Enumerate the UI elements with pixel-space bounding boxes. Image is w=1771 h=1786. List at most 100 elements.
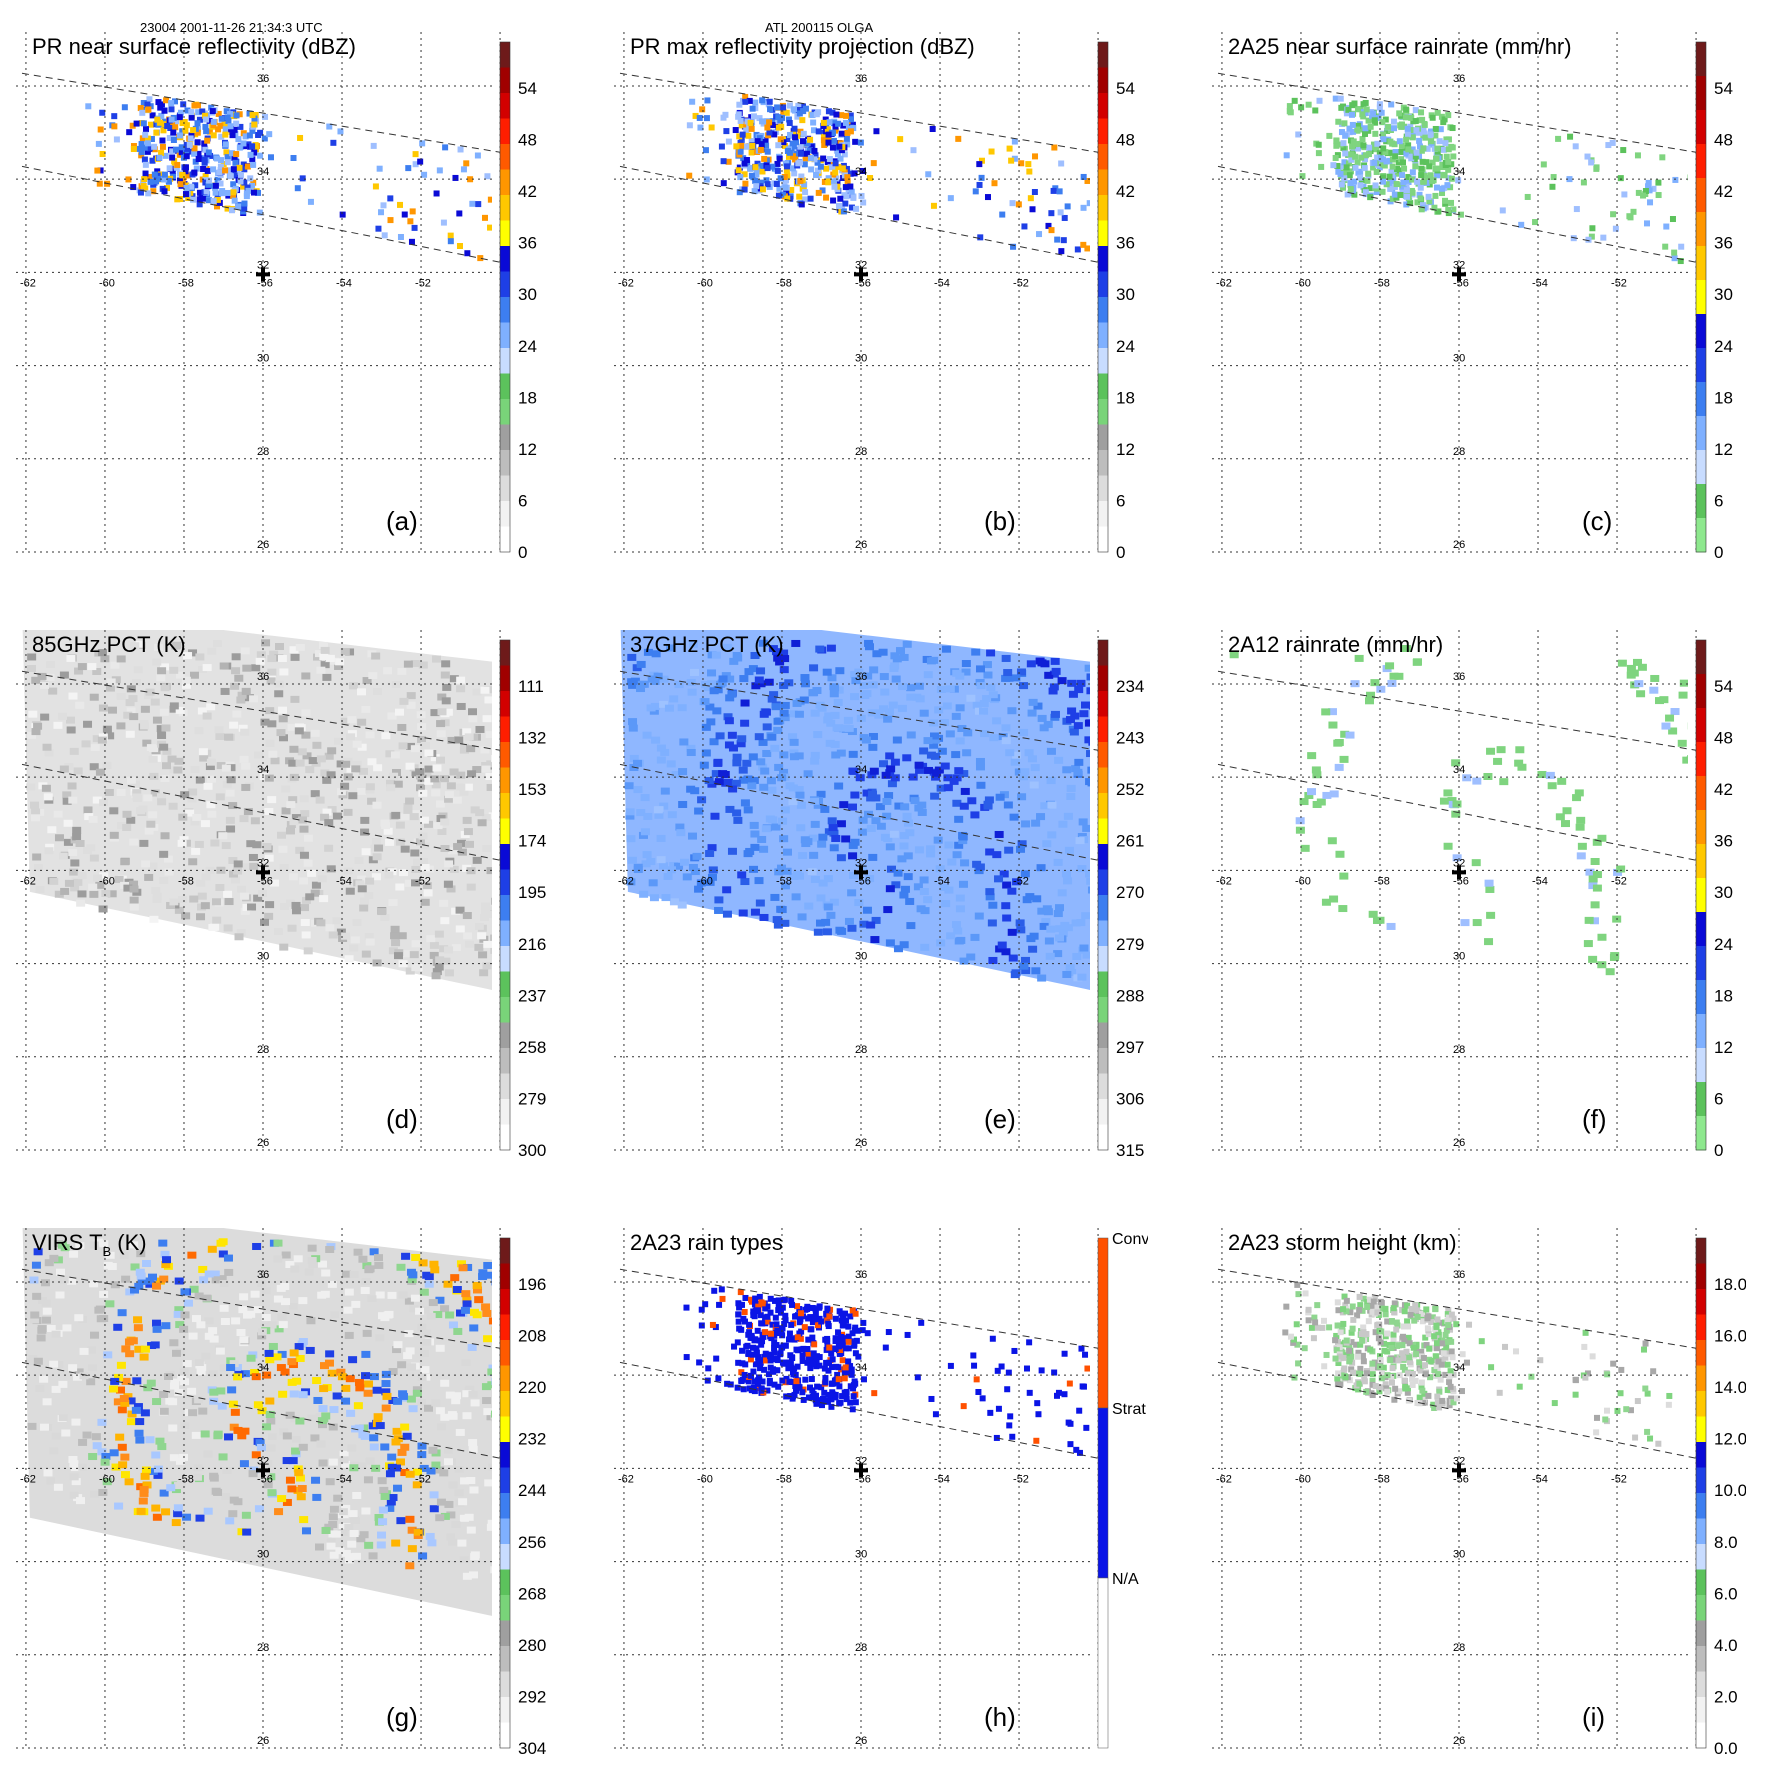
lon-tick-label: -52: [1013, 875, 1029, 887]
lat-tick-label: 34: [1453, 764, 1465, 776]
colorbar-segment: [1696, 144, 1706, 179]
colorbar-segment: [500, 68, 510, 94]
colorbar-segment: [1098, 144, 1108, 170]
lon-tick-label: -54: [336, 1473, 352, 1485]
colorbar-tick-label: 18: [1714, 986, 1733, 1005]
lat-tick-label: 30: [1453, 353, 1465, 365]
lon-tick-label: -62: [20, 875, 36, 887]
colorbar-tick-label: 10.0: [1714, 1481, 1746, 1500]
colorbar-segment: [1696, 1468, 1706, 1494]
data-field: [1282, 1282, 1698, 1459]
panel-letter: (g): [386, 1702, 418, 1732]
colorbar-segment: [1098, 921, 1108, 947]
colorbar-segment: [1098, 972, 1108, 998]
colorbar-tick-label: 12: [1116, 440, 1135, 459]
colorbar-tick-label: 12: [518, 440, 537, 459]
colorbar-segment: [1696, 178, 1706, 213]
colorbar-segment: [500, 170, 510, 196]
colorbar-tick-label: 195: [518, 883, 546, 902]
lon-tick-label: -52: [415, 1473, 431, 1485]
colorbar-tick-label: 4.0: [1714, 1636, 1738, 1655]
colorbar-segment: [1696, 912, 1706, 947]
lat-tick-label: 26: [855, 1137, 867, 1149]
lat-tick-label: 34: [855, 764, 867, 776]
colorbar-tick-label: 54: [518, 79, 537, 98]
colorbar-category-label: Conv: [1112, 1231, 1148, 1248]
colorbar-segment: [500, 895, 510, 921]
panel-letter: (f): [1582, 1104, 1607, 1134]
colorbar-segment: [500, 1570, 510, 1596]
lon-tick-label: -54: [1532, 277, 1548, 289]
colorbar-segment: [1696, 878, 1706, 913]
colorbar-tick-label: 220: [518, 1378, 546, 1397]
colorbar-segment: [1696, 742, 1706, 777]
data-field: [1284, 96, 1702, 264]
panel-title: PR near surface reflectivity (dBZ): [32, 34, 356, 59]
colorbar-segment: [500, 1646, 510, 1672]
colorbar-segment: [1696, 348, 1706, 383]
lon-tick-label: -58: [1374, 1473, 1390, 1485]
colorbar-segment: [500, 195, 510, 221]
colorbar-segment: [1098, 501, 1108, 527]
colorbar-segment: [500, 1366, 510, 1392]
colorbar-tick-label: 0.0: [1714, 1739, 1738, 1758]
panel-letter: (i): [1582, 1702, 1605, 1732]
colorbar-tick-label: 16.0: [1714, 1327, 1746, 1346]
colorbar-tick-label: 256: [518, 1533, 546, 1552]
lon-tick-label: -54: [336, 875, 352, 887]
colorbar-segment: [500, 297, 510, 323]
colorbar-tick-label: 232: [518, 1430, 546, 1449]
lat-tick-label: 34: [855, 1362, 867, 1374]
panel-title: PR max reflectivity projection (dBZ): [630, 34, 975, 59]
colorbar-segment: [500, 348, 510, 374]
swath-edge-north: [620, 1269, 1098, 1348]
colorbar-tick-label: 300: [518, 1141, 546, 1160]
colorbar-segment: [1696, 1672, 1706, 1698]
latlon-grid: [1212, 630, 1696, 1152]
colorbar-segment: [500, 640, 510, 666]
colorbar-segment: [1098, 399, 1108, 425]
lon-tick-label: -54: [1532, 875, 1548, 887]
colorbar-segment: [1696, 1289, 1706, 1315]
colorbar-segment: [500, 946, 510, 972]
colorbar-segment: [500, 844, 510, 870]
lon-tick-label: -52: [1013, 277, 1029, 289]
colorbar-tick-label: 12.0: [1714, 1430, 1746, 1449]
colorbar-segment: [1696, 1238, 1706, 1264]
swath-edge-south: [620, 166, 1098, 262]
colorbar-segment: [1696, 1544, 1706, 1570]
lat-tick-label: 36: [855, 1269, 867, 1281]
colorbar-tick-label: 280: [518, 1636, 546, 1655]
colorbar-segment: [500, 399, 510, 425]
lat-tick-label: 26: [257, 1137, 269, 1149]
colorbar-segment: [500, 476, 510, 502]
colorbar-tick-label: 258: [518, 1038, 546, 1057]
lat-tick-label: 28: [1453, 446, 1465, 458]
colorbar-tick-label: 270: [1116, 883, 1144, 902]
colorbar-segment: [500, 1417, 510, 1443]
lon-tick-label: -52: [1611, 277, 1627, 289]
colorbar-tick-label: 36: [1116, 234, 1135, 253]
lat-tick-label: 28: [257, 446, 269, 458]
lon-tick-label: -52: [415, 875, 431, 887]
colorbar-segment: [1098, 348, 1108, 374]
colorbar-segment: [500, 742, 510, 768]
colorbar-tick-label: 42: [1714, 182, 1733, 201]
colorbar-segment: [500, 1023, 510, 1049]
colorbar-segment: [1098, 691, 1108, 717]
colorbar-segment: [1098, 1408, 1108, 1578]
colorbar-segment: [500, 1672, 510, 1698]
panel-letter: (d): [386, 1104, 418, 1134]
colorbar-tick-label: 234: [1116, 677, 1144, 696]
lat-tick-label: 34: [257, 1362, 269, 1374]
colorbar-segment: [1696, 518, 1706, 553]
colorbar-segment: [500, 1125, 510, 1151]
colorbar-category-label: Strat: [1112, 1401, 1146, 1418]
lat-tick-label: 26: [855, 1735, 867, 1747]
colorbar-tick-label: 237: [518, 986, 546, 1005]
